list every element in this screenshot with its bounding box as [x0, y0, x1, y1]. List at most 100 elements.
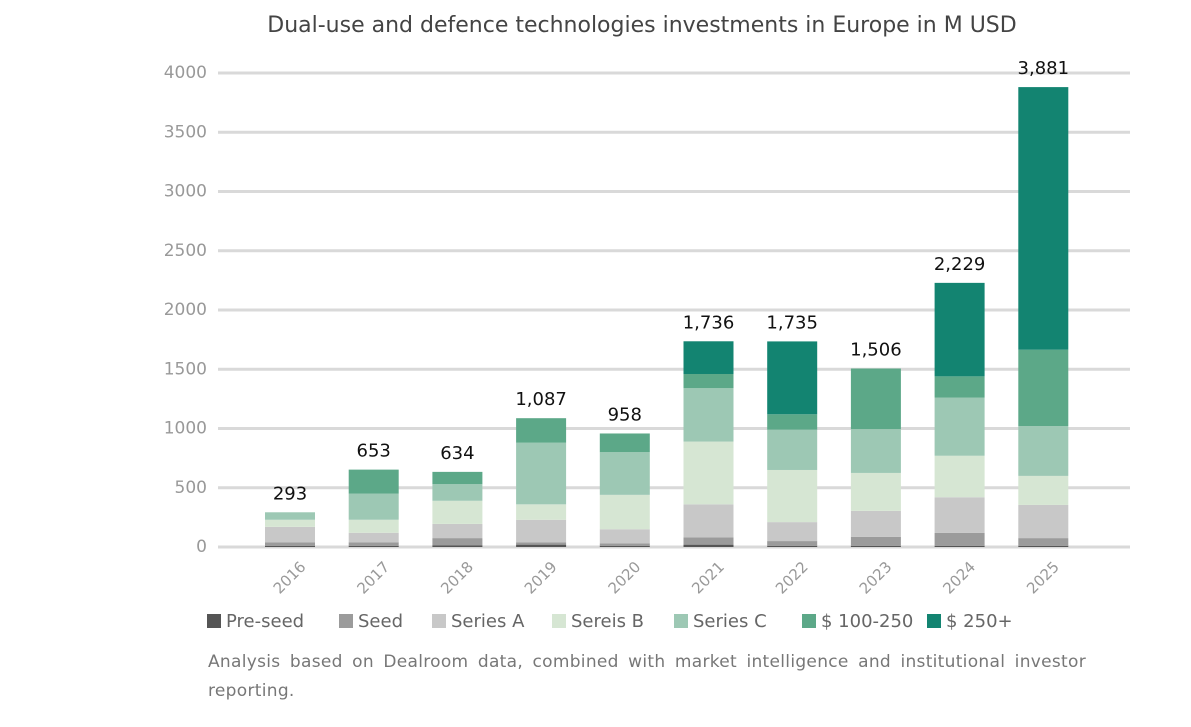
bar-segment: [1018, 349, 1069, 427]
bar-segment: [432, 484, 483, 501]
bar-segment: [934, 497, 985, 533]
legend-label: Seed: [358, 611, 403, 632]
bar-segment: [348, 519, 399, 533]
legend-label: Series C: [693, 611, 767, 632]
y-tick-label: 1500: [164, 359, 207, 379]
total-label: 1,736: [683, 312, 735, 333]
legend-label: Sereis B: [571, 611, 644, 632]
bar-segment: [850, 510, 901, 537]
bar-segment: [767, 541, 818, 546]
total-label: 1,506: [850, 340, 902, 361]
bar-segment: [850, 368, 901, 430]
bar-segment: [599, 543, 650, 546]
bar-segment: [348, 545, 399, 547]
bar-segment: [348, 532, 399, 543]
bar-segment: [348, 542, 399, 546]
bar-segment: [934, 455, 985, 498]
x-tick-label: 2016: [270, 558, 310, 598]
bar-segment: [432, 500, 483, 524]
bar-segment: [683, 537, 734, 545]
y-tick-label: 0: [196, 537, 207, 557]
bar-segment: [265, 542, 315, 546]
bar-segment: [934, 397, 985, 456]
bar-segment: [1018, 538, 1069, 546]
bar-segment: [683, 441, 734, 505]
y-tick-label: 3500: [164, 122, 207, 142]
total-label: 1,735: [766, 312, 818, 333]
x-tick-label: 2023: [856, 558, 896, 598]
bar-segment: [265, 545, 315, 547]
bar-segment: [599, 433, 650, 453]
bar-segment: [1018, 426, 1069, 476]
legend-swatch: [674, 614, 688, 628]
bar-segment: [432, 523, 483, 539]
bar-segment: [767, 469, 818, 523]
y-tick-label: 3000: [164, 182, 207, 202]
total-label: 2,229: [934, 254, 986, 275]
legend-swatch: [339, 614, 353, 628]
legend-swatch: [552, 614, 566, 628]
bar-segment: [599, 452, 650, 495]
bar-segment: [850, 472, 901, 511]
x-tick-label: 2018: [437, 558, 477, 598]
total-label: 958: [608, 404, 642, 425]
x-tick-label: 2024: [939, 558, 979, 598]
x-tick-label: 2019: [521, 558, 561, 598]
bar-segment: [683, 388, 734, 442]
bar-segment: [265, 526, 315, 543]
note: Analysis based on Dealroom data, combine…: [208, 652, 1086, 701]
bar-segment: [1018, 475, 1069, 505]
chart-title: Dual-use and defence technologies invest…: [267, 13, 1016, 38]
bar-segment: [934, 376, 985, 398]
bar-segment: [348, 493, 399, 520]
bar-segment: [683, 373, 734, 389]
bar-segment: [767, 522, 818, 542]
bar-segment: [516, 442, 567, 505]
bar-segment: [683, 341, 734, 374]
x-tick-label: 2025: [1023, 558, 1063, 598]
total-label: 1,087: [515, 389, 567, 410]
bar-segment: [599, 529, 650, 544]
bar-segment: [432, 471, 483, 485]
y-tick-label: 2500: [164, 241, 207, 261]
bar-segment: [767, 414, 818, 430]
bar-segment: [516, 418, 567, 443]
y-tick-label: 500: [175, 478, 207, 498]
bar-segment: [850, 536, 901, 546]
legend-swatch: [432, 614, 446, 628]
bar-segment: [767, 341, 818, 415]
bar-segment: [1018, 87, 1069, 350]
bar-segment: [683, 504, 734, 538]
bar-segment: [1018, 545, 1069, 547]
bar-segment: [432, 545, 483, 547]
bar-segment: [265, 512, 315, 520]
bar-segment: [516, 542, 567, 545]
x-tick-label: 2017: [353, 558, 393, 598]
total-label: 653: [357, 441, 391, 462]
bar-segment: [850, 545, 901, 547]
legend-label: Series A: [451, 611, 525, 632]
bar-segment: [934, 282, 985, 377]
bar-segment: [683, 544, 734, 547]
bar-segment: [348, 469, 399, 494]
bar-segment: [767, 429, 818, 470]
legend-label: $ 250+: [946, 611, 1013, 632]
total-label: 634: [440, 443, 474, 464]
bar-segment: [516, 519, 567, 543]
legend-label: $ 100-250: [821, 611, 913, 632]
legend-swatch: [207, 614, 221, 628]
legend-swatch: [927, 614, 941, 628]
bar-segment: [1018, 504, 1069, 539]
legend-swatch: [802, 614, 816, 628]
x-tick-label: 2020: [605, 558, 645, 598]
total-label: 293: [273, 483, 307, 504]
bar-segment: [516, 544, 567, 547]
bar-segment: [934, 532, 985, 546]
x-tick-label: 2022: [772, 558, 812, 598]
bar-segment: [265, 519, 315, 527]
total-label: 3,881: [1018, 58, 1070, 79]
y-tick-label: 4000: [164, 63, 207, 83]
bar-segment: [850, 429, 901, 473]
